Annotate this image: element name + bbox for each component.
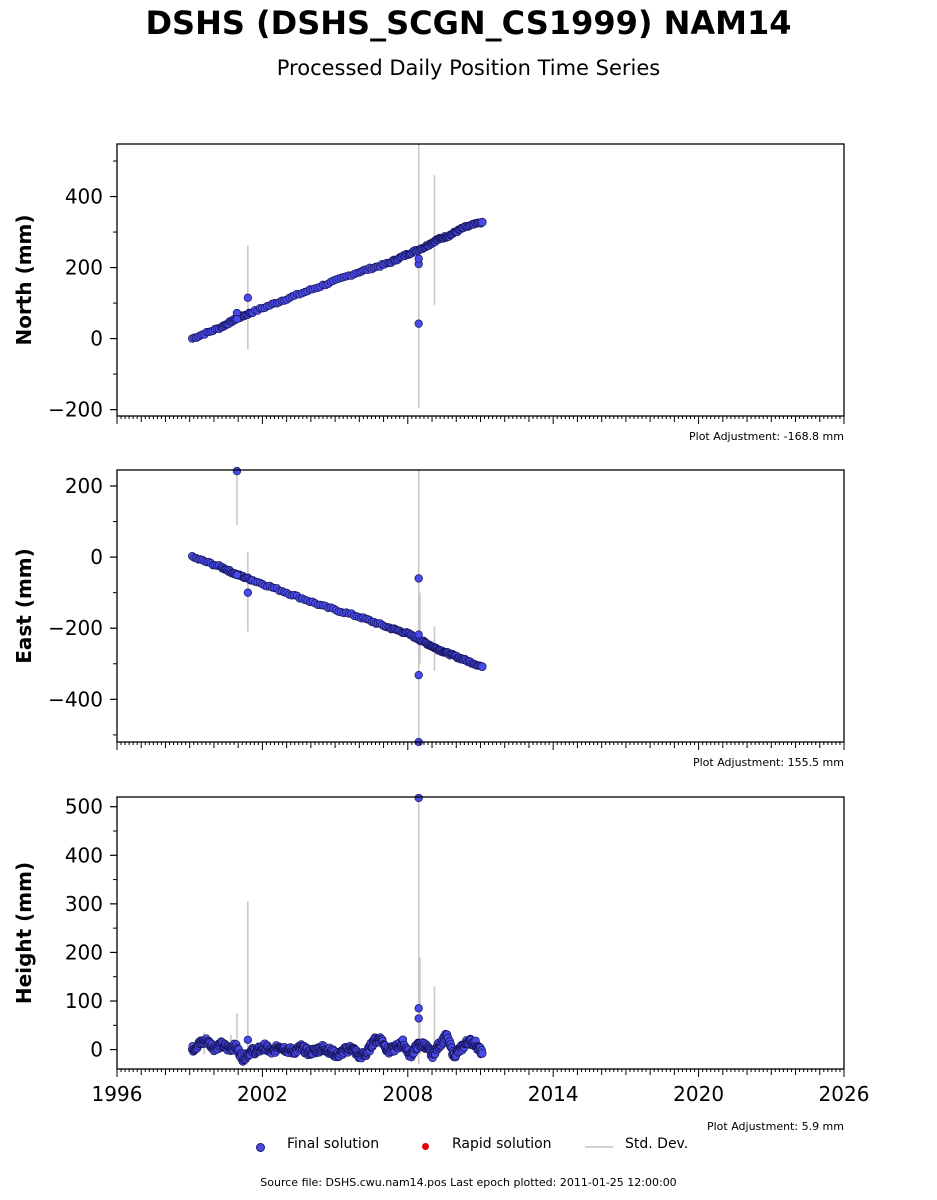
x-tick-label: 2026	[819, 1082, 870, 1106]
plot-adjustment: Plot Adjustment: -168.8 mm	[689, 430, 844, 443]
outlier-point	[232, 466, 242, 476]
plot-frame	[116, 143, 845, 417]
outlier-point	[414, 671, 423, 680]
source-footer: Source file: DSHS.cwu.nam14.pos Last epo…	[260, 1176, 677, 1189]
outlier-point	[243, 1035, 253, 1045]
outlier-point	[243, 293, 253, 302]
outlier-point	[232, 570, 242, 580]
y-tick-label: 100	[65, 989, 103, 1013]
outlier-point	[232, 314, 242, 324]
final-solution-marker	[256, 1143, 265, 1152]
legend-rapid-label: Rapid solution	[452, 1136, 552, 1152]
y-tick-label: 200	[65, 256, 103, 280]
plot-adjustment: Plot Adjustment: 5.9 mm	[707, 1120, 844, 1133]
y-axis-label: East (mm)	[12, 548, 36, 664]
outlier-point	[414, 574, 423, 583]
outlier-point	[414, 1004, 423, 1013]
y-tick-label: 200	[65, 474, 103, 498]
x-tick-label: 2020	[673, 1082, 724, 1106]
y-tick-label: −400	[48, 687, 103, 711]
legend-final-label: Final solution	[287, 1136, 380, 1152]
outlier-point	[414, 793, 423, 803]
chart-title: DSHS (DSHS_SCGN_CS1999) NAM14	[145, 4, 792, 42]
outlier-point	[414, 319, 423, 328]
y-tick-label: 0	[90, 545, 103, 569]
y-tick-label: −200	[48, 398, 103, 422]
y-tick-label: 300	[65, 892, 103, 916]
y-tick-label: 200	[65, 940, 103, 964]
outlier-point	[414, 630, 423, 639]
x-tick-label: 1996	[92, 1082, 143, 1106]
data-point	[477, 217, 487, 227]
chart-subtitle: Processed Daily Position Time Series	[276, 56, 661, 80]
plot-adjustment: Plot Adjustment: 155.5 mm	[693, 756, 844, 769]
y-tick-label: 0	[90, 327, 103, 351]
rapid-solution-marker	[422, 1143, 429, 1150]
y-axis-label: Height (mm)	[12, 862, 36, 1004]
x-tick-label: 2014	[528, 1082, 579, 1106]
outlier-point	[414, 254, 423, 263]
y-tick-label: 0	[90, 1038, 103, 1062]
y-tick-label: 400	[65, 843, 103, 867]
x-tick-label: 2002	[237, 1082, 288, 1106]
std-dev-marker	[585, 1146, 613, 1148]
outlier-point	[414, 1014, 423, 1023]
y-tick-label: 500	[65, 795, 103, 819]
data-point	[477, 662, 487, 671]
y-axis-label: North (mm)	[12, 214, 36, 345]
y-tick-label: 400	[65, 185, 103, 209]
data-point	[477, 1049, 487, 1058]
outlier-point	[243, 588, 253, 597]
legend-std-label: Std. Dev.	[625, 1136, 689, 1152]
y-tick-label: −200	[48, 616, 103, 640]
x-tick-label: 2008	[382, 1082, 433, 1106]
plot-frame	[116, 796, 845, 1070]
plot-frame	[116, 469, 845, 743]
